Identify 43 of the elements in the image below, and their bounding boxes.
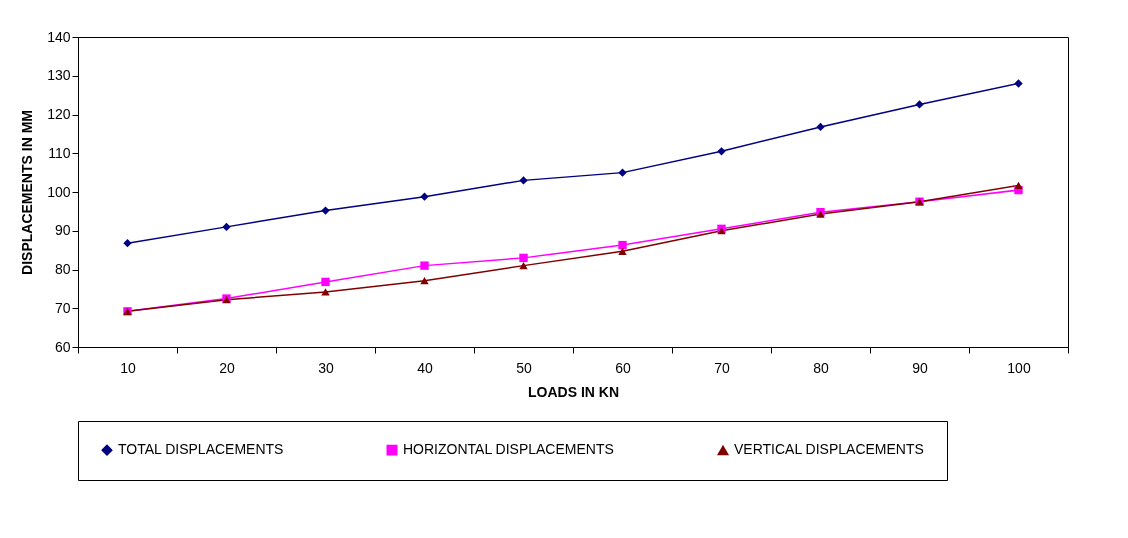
point: [519, 262, 528, 270]
point: [618, 247, 627, 255]
point: [816, 122, 825, 132]
y-tick-label: 60: [54, 338, 71, 355]
y-tick-label: 90: [54, 222, 71, 239]
y-tick-label: 130: [47, 67, 71, 84]
point: [519, 253, 528, 263]
legend-label: HORIZONTAL DISPLACEMENTS: [403, 441, 614, 458]
y-tick-label: 120: [47, 106, 71, 122]
x-tick-label: 10: [120, 359, 136, 376]
legend-label: VERTICAL DISPLACEMENTS: [734, 441, 924, 458]
x-tick-label: 60: [615, 359, 631, 376]
x-tick-label: 90: [912, 359, 928, 376]
y-tick-label: 80: [54, 261, 71, 277]
y-axis-title: DISPLACEMENTS IN MM: [19, 110, 36, 275]
point: [1014, 181, 1023, 190]
x-tick-label: 40: [417, 359, 433, 376]
point: [123, 238, 132, 248]
point: [420, 277, 429, 285]
y-tick-label: 100: [47, 183, 71, 200]
point: [420, 261, 429, 270]
x-axis-title: LOADS IN KN: [528, 383, 619, 400]
point: [519, 176, 528, 185]
y-tick-label: 70: [54, 299, 71, 316]
x-tick-label: 100: [1007, 359, 1031, 376]
x-tick-label: 70: [714, 359, 730, 376]
point: [1014, 79, 1023, 88]
legend-label: TOTAL DISPLACEMENTS: [118, 441, 284, 458]
x-tick-label: 30: [318, 359, 334, 376]
y-tick-label: 110: [48, 144, 71, 161]
point: [717, 147, 726, 156]
x-tick-label: 50: [516, 359, 532, 376]
point: [420, 192, 429, 201]
point: [915, 100, 924, 109]
point: [618, 240, 627, 250]
point: [321, 277, 330, 287]
y-tick-label: 140: [47, 28, 71, 45]
point: [618, 168, 627, 177]
x-tick-label: 80: [813, 359, 829, 376]
point: [321, 206, 330, 215]
x-tick-label: 20: [219, 359, 235, 376]
point: [321, 288, 330, 296]
point: [222, 222, 231, 232]
